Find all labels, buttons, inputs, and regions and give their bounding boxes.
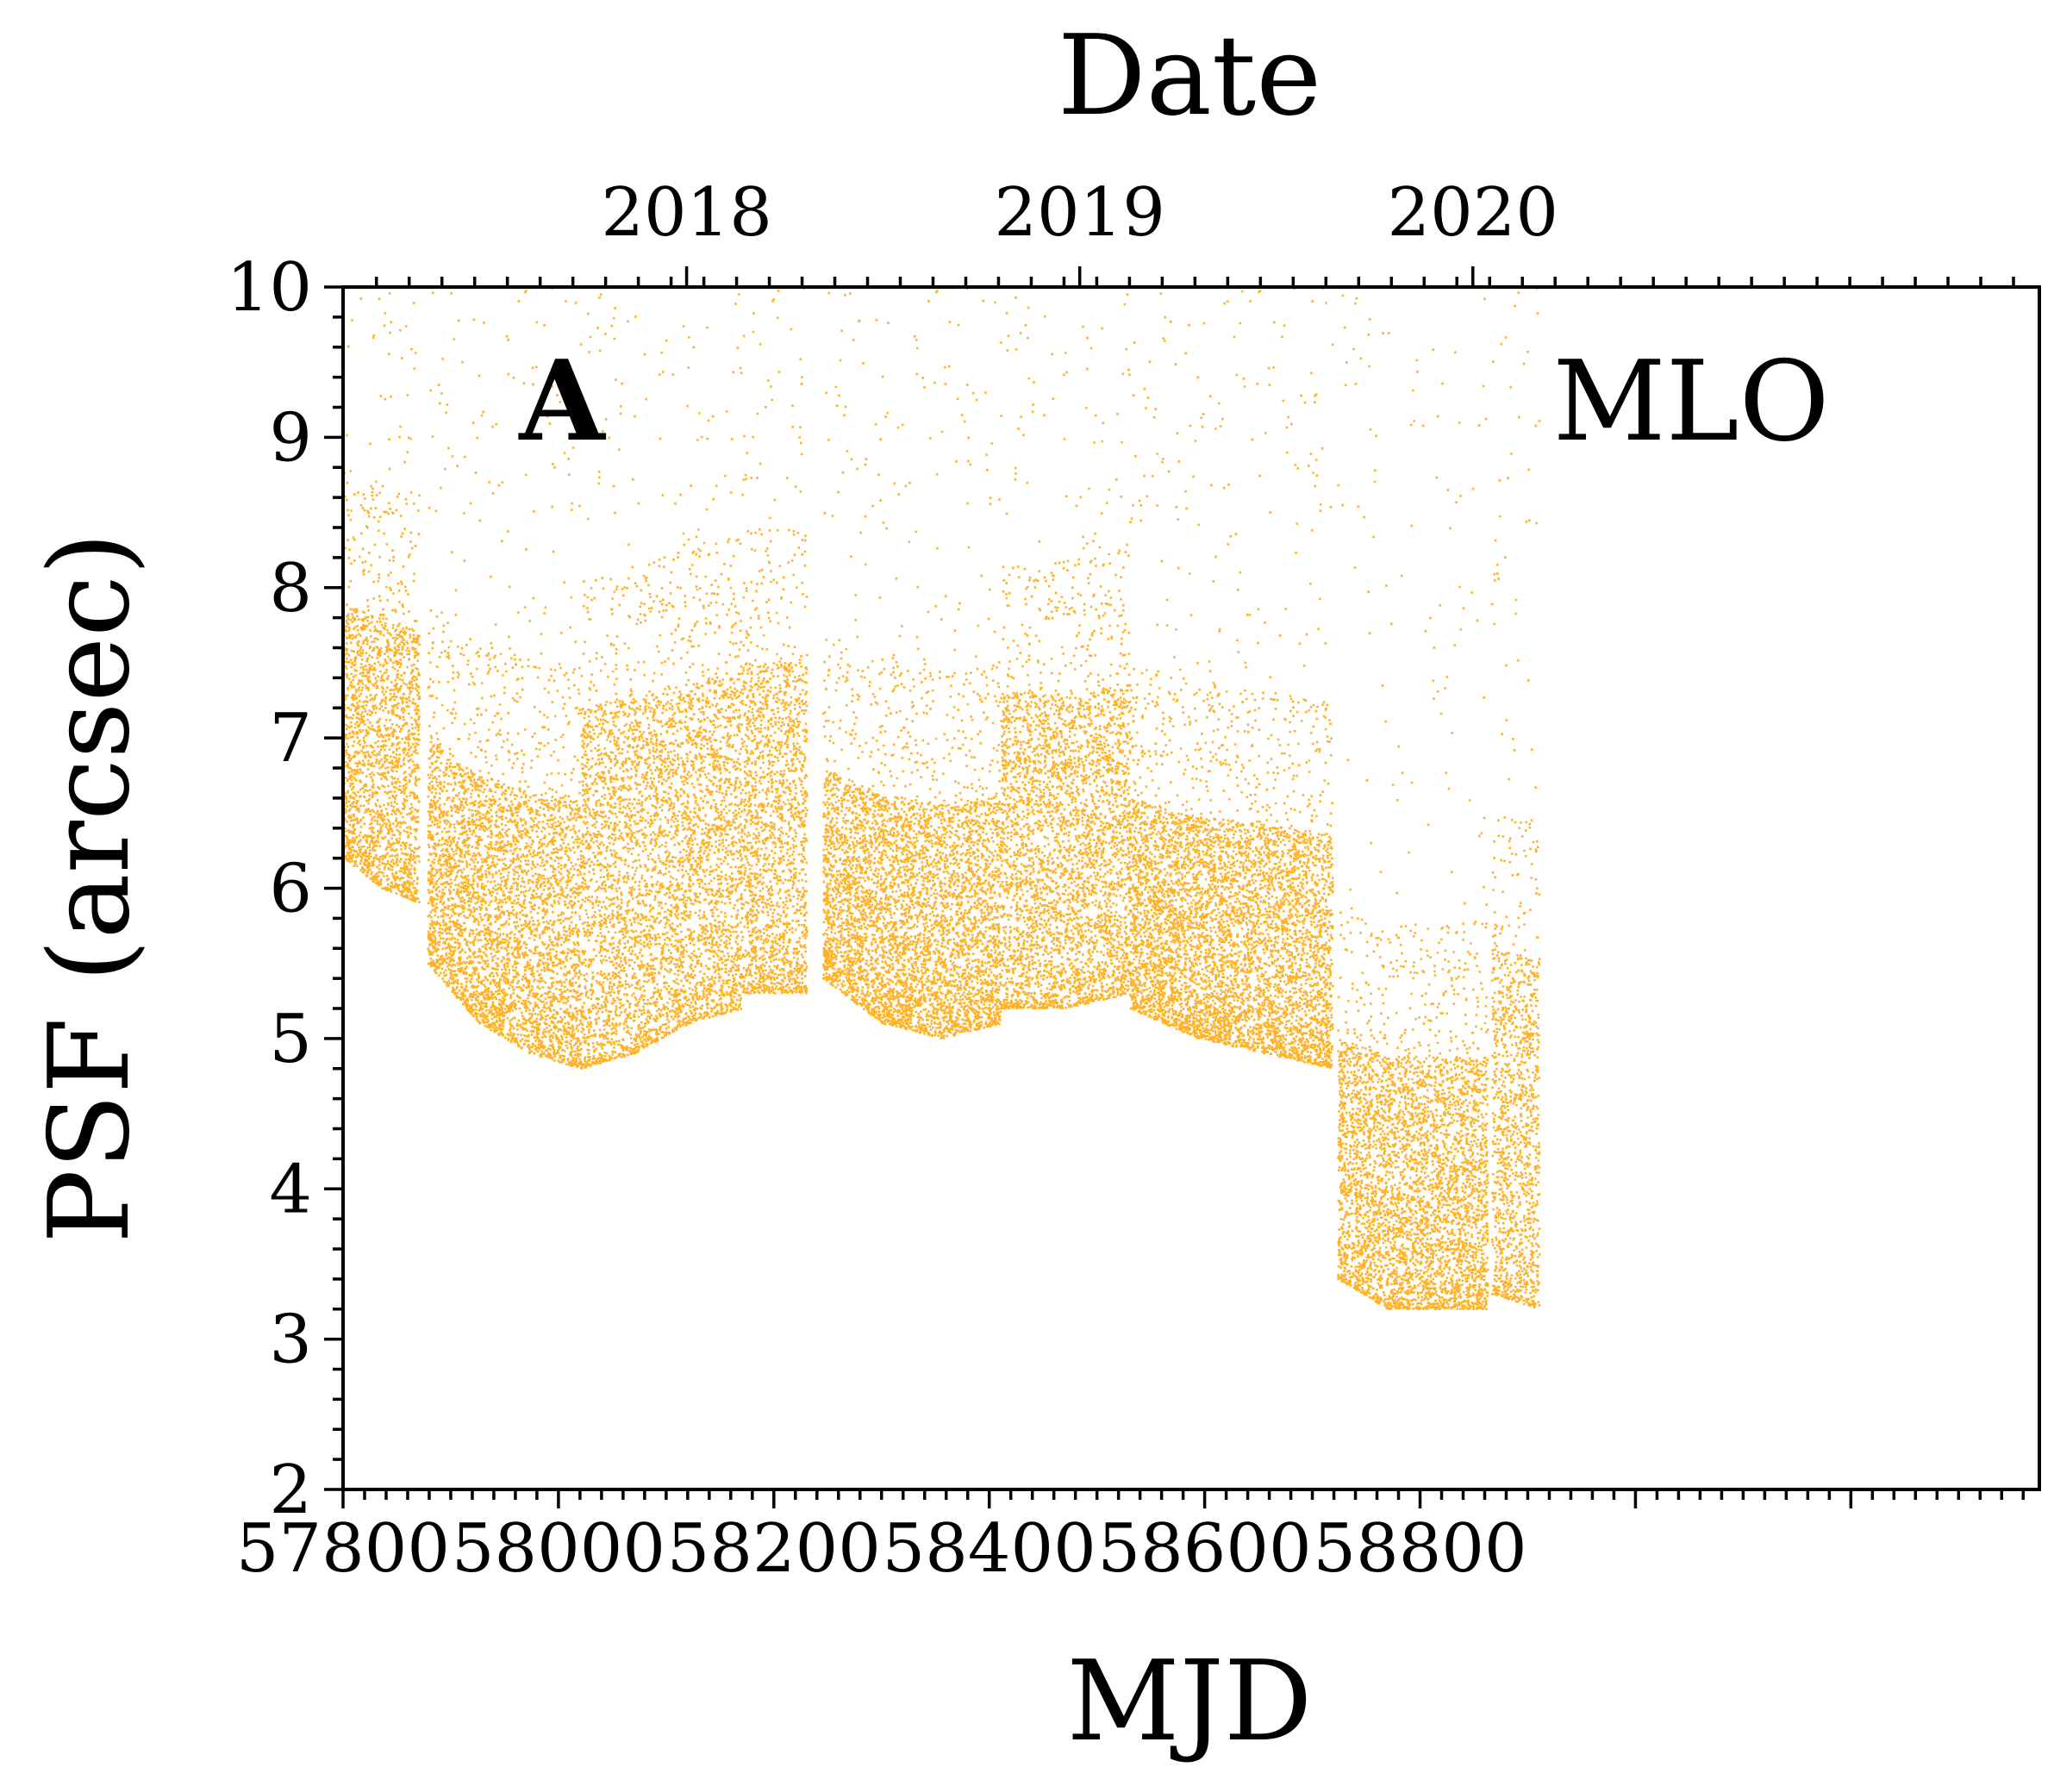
x-tick-label: 58200 [667,1510,881,1588]
site-label: MLO [1553,338,1830,466]
y-tick-label: 4 [269,1151,312,1228]
psf-segment-5 [822,287,1002,1040]
top-tick-label: 2018 [601,174,772,252]
x-tick-label: 58600 [1098,1510,1312,1588]
x-tick-label: 58400 [883,1510,1096,1588]
tick-labels: 57800 58000 58200 58400 58600 58800 2 3 4 5 6 7 8 9 10… [227,174,1558,1588]
top-tick-label: 2019 [994,174,1165,252]
y-tick-label: 9 [269,399,312,477]
top-axis-label: Date [1058,12,1321,140]
psf-segment-3 [579,293,744,1070]
x-tick-label: 57800 [236,1510,450,1588]
y-tick-label: 6 [269,851,312,928]
y-tick-label: 5 [269,1001,312,1078]
psf-segment-2 [427,287,583,1068]
y-tick-label: 3 [269,1302,312,1379]
psf-segment-1 [343,292,421,903]
y-tick-label: 8 [269,550,312,628]
psf-segment-4 [741,287,808,995]
psf-data-points [343,287,1541,1310]
psf-segment-9 [1491,287,1541,1308]
x-tick-label: 58800 [1313,1510,1526,1588]
axis-ticks [324,266,2026,1508]
panel-label: A [518,337,606,466]
psf-segment-7 [1129,287,1334,1070]
psf-segment-8 [1337,294,1489,1310]
y-tick-label: 10 [227,249,312,327]
y-axis-label: PSF (arcsec) [26,532,154,1244]
x-axis-label: MJD [1067,1638,1313,1766]
psf-segment-6 [1000,293,1132,1010]
y-tick-label: 7 [269,700,312,777]
y-tick-label: 2 [269,1452,312,1529]
x-tick-label: 58000 [452,1510,665,1588]
top-tick-label: 2020 [1387,174,1558,252]
